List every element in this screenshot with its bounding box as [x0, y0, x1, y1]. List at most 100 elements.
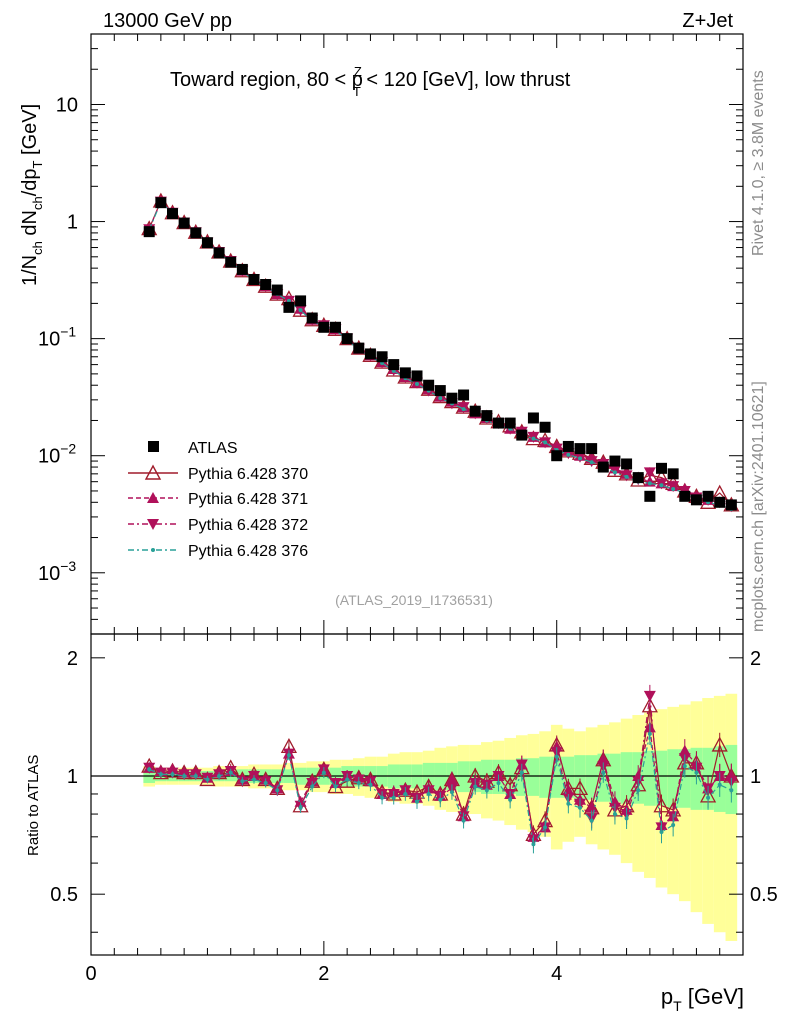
plot-title: Toward region, 80 < pZ T < 120 [GeV], low… — [170, 64, 571, 99]
ratio-point-s371 — [445, 773, 458, 785]
series-line-s376 — [148, 200, 732, 510]
ratio-point-s376 — [484, 788, 489, 793]
legend-376-label: Pythia 6.428 376 — [188, 543, 308, 560]
energy-label: 13000 GeV pp — [103, 10, 232, 32]
ratio-point-s376 — [473, 784, 478, 789]
ratio-y-tick-label: 1 — [67, 766, 78, 788]
legend-atlas: ATLAS — [148, 440, 238, 457]
ratio-point-s376 — [461, 818, 466, 823]
ratio-y-tick-label: 0.5 — [50, 884, 78, 906]
point-s376 — [531, 436, 536, 441]
point-atlas — [353, 342, 365, 354]
point-s376 — [589, 460, 594, 465]
point-atlas — [574, 443, 586, 455]
band-inner — [678, 749, 691, 808]
ratio-point-s376 — [671, 823, 676, 828]
point-atlas — [376, 351, 388, 363]
ratio-point-s376 — [659, 830, 664, 835]
point-atlas — [493, 417, 504, 429]
point-s376 — [461, 407, 466, 412]
point-atlas — [702, 490, 714, 502]
analysis-id: (ATLAS_2019_I1736531) — [335, 592, 493, 608]
ratio-point-s376 — [601, 770, 606, 775]
point-atlas — [621, 458, 633, 470]
y-label-unit: [GeV] — [19, 104, 41, 161]
legend-371-marker — [147, 492, 159, 503]
legend-370-marker — [144, 464, 162, 480]
point-atlas — [330, 321, 341, 333]
y-tick-label: 1 — [67, 212, 78, 234]
plot-title-sup: Z — [354, 64, 362, 79]
point-atlas — [167, 208, 178, 220]
ratio-point-s376 — [403, 791, 408, 796]
legend-372-label: Pythia 6.428 372 — [188, 517, 308, 534]
ratio-point-s376 — [415, 799, 419, 804]
point-atlas — [562, 440, 574, 452]
ratio-y-tick-label: 2 — [67, 648, 78, 670]
ratio-point-s376 — [205, 777, 210, 782]
ratio-point-s370 — [641, 697, 658, 713]
ratio-panel-ticks: 0.5 0.5 1 1 2 2 0 2 4 — [50, 634, 778, 985]
band-inner — [574, 755, 586, 800]
band-inner — [609, 753, 621, 802]
y-label-t: T — [30, 160, 45, 168]
point-atlas — [586, 443, 598, 455]
ratio-point-s376 — [438, 797, 443, 802]
band-inner — [527, 758, 540, 796]
point-atlas — [551, 450, 563, 462]
point-atlas — [632, 472, 644, 484]
point-atlas — [539, 421, 551, 433]
ratio-point-s376 — [531, 842, 536, 847]
ratio-point-s376 — [449, 790, 454, 795]
legend-376-marker — [151, 548, 155, 552]
ratio-point-s376 — [589, 818, 594, 823]
ratio-point-s376 — [717, 782, 722, 787]
ratio-point-s376 — [240, 779, 245, 784]
y-tick-exp: −2 — [60, 441, 76, 457]
point-atlas — [527, 412, 539, 424]
ratio-point-s376 — [368, 782, 373, 787]
point-atlas — [236, 263, 248, 275]
legend-371: Pythia 6.428 371 — [128, 491, 308, 508]
ratio-point-s376 — [636, 788, 641, 793]
y-tick-label: 10 — [56, 94, 78, 116]
ratio-point-s376 — [706, 795, 711, 800]
point-s376 — [671, 486, 676, 491]
point-atlas — [481, 410, 493, 422]
plot-title-sub: T — [353, 84, 361, 99]
point-atlas — [388, 359, 400, 371]
ratio-point-s376 — [519, 770, 524, 775]
x-axis-label: pT [GeV] — [661, 984, 744, 1014]
x-tick-label: 0 — [85, 963, 96, 985]
ratio-y-tick-label-right: 1 — [750, 766, 761, 788]
ratio-point-s376 — [182, 774, 187, 779]
point-s376 — [543, 440, 548, 445]
ratio-point-s376 — [298, 805, 303, 810]
x-label-t: T — [673, 998, 682, 1014]
point-s372 — [643, 467, 656, 479]
ratio-point-s376 — [263, 780, 268, 785]
point-atlas — [306, 312, 318, 324]
point-atlas — [469, 405, 481, 417]
legend-376: Pythia 6.428 376 — [128, 543, 308, 560]
ratio-point-s376 — [578, 805, 582, 810]
ratio-point-s376 — [158, 772, 163, 777]
point-s376 — [566, 452, 571, 457]
ratio-point-s376 — [193, 774, 198, 779]
ratio-panel-series — [141, 684, 740, 854]
band-inner — [644, 750, 656, 806]
band-inner — [562, 756, 575, 798]
point-s376 — [415, 381, 419, 386]
y-axis-label-ratio: Ratio to ATLAS — [25, 755, 42, 856]
point-atlas — [318, 321, 330, 333]
y-label-dn: dN — [19, 210, 41, 241]
point-atlas — [271, 284, 283, 296]
ratio-point-s376 — [345, 777, 350, 782]
ratio-point-s376 — [228, 770, 233, 775]
point-atlas — [201, 237, 213, 249]
ratio-point-s370 — [653, 797, 670, 813]
rivet-label: Rivet 4.1.0, ≥ 3.8M events — [750, 70, 767, 256]
plot-title-main: Toward region, 80 < p — [170, 69, 363, 91]
y-tick-label: 10−2 — [38, 441, 76, 468]
point-atlas — [446, 392, 458, 404]
